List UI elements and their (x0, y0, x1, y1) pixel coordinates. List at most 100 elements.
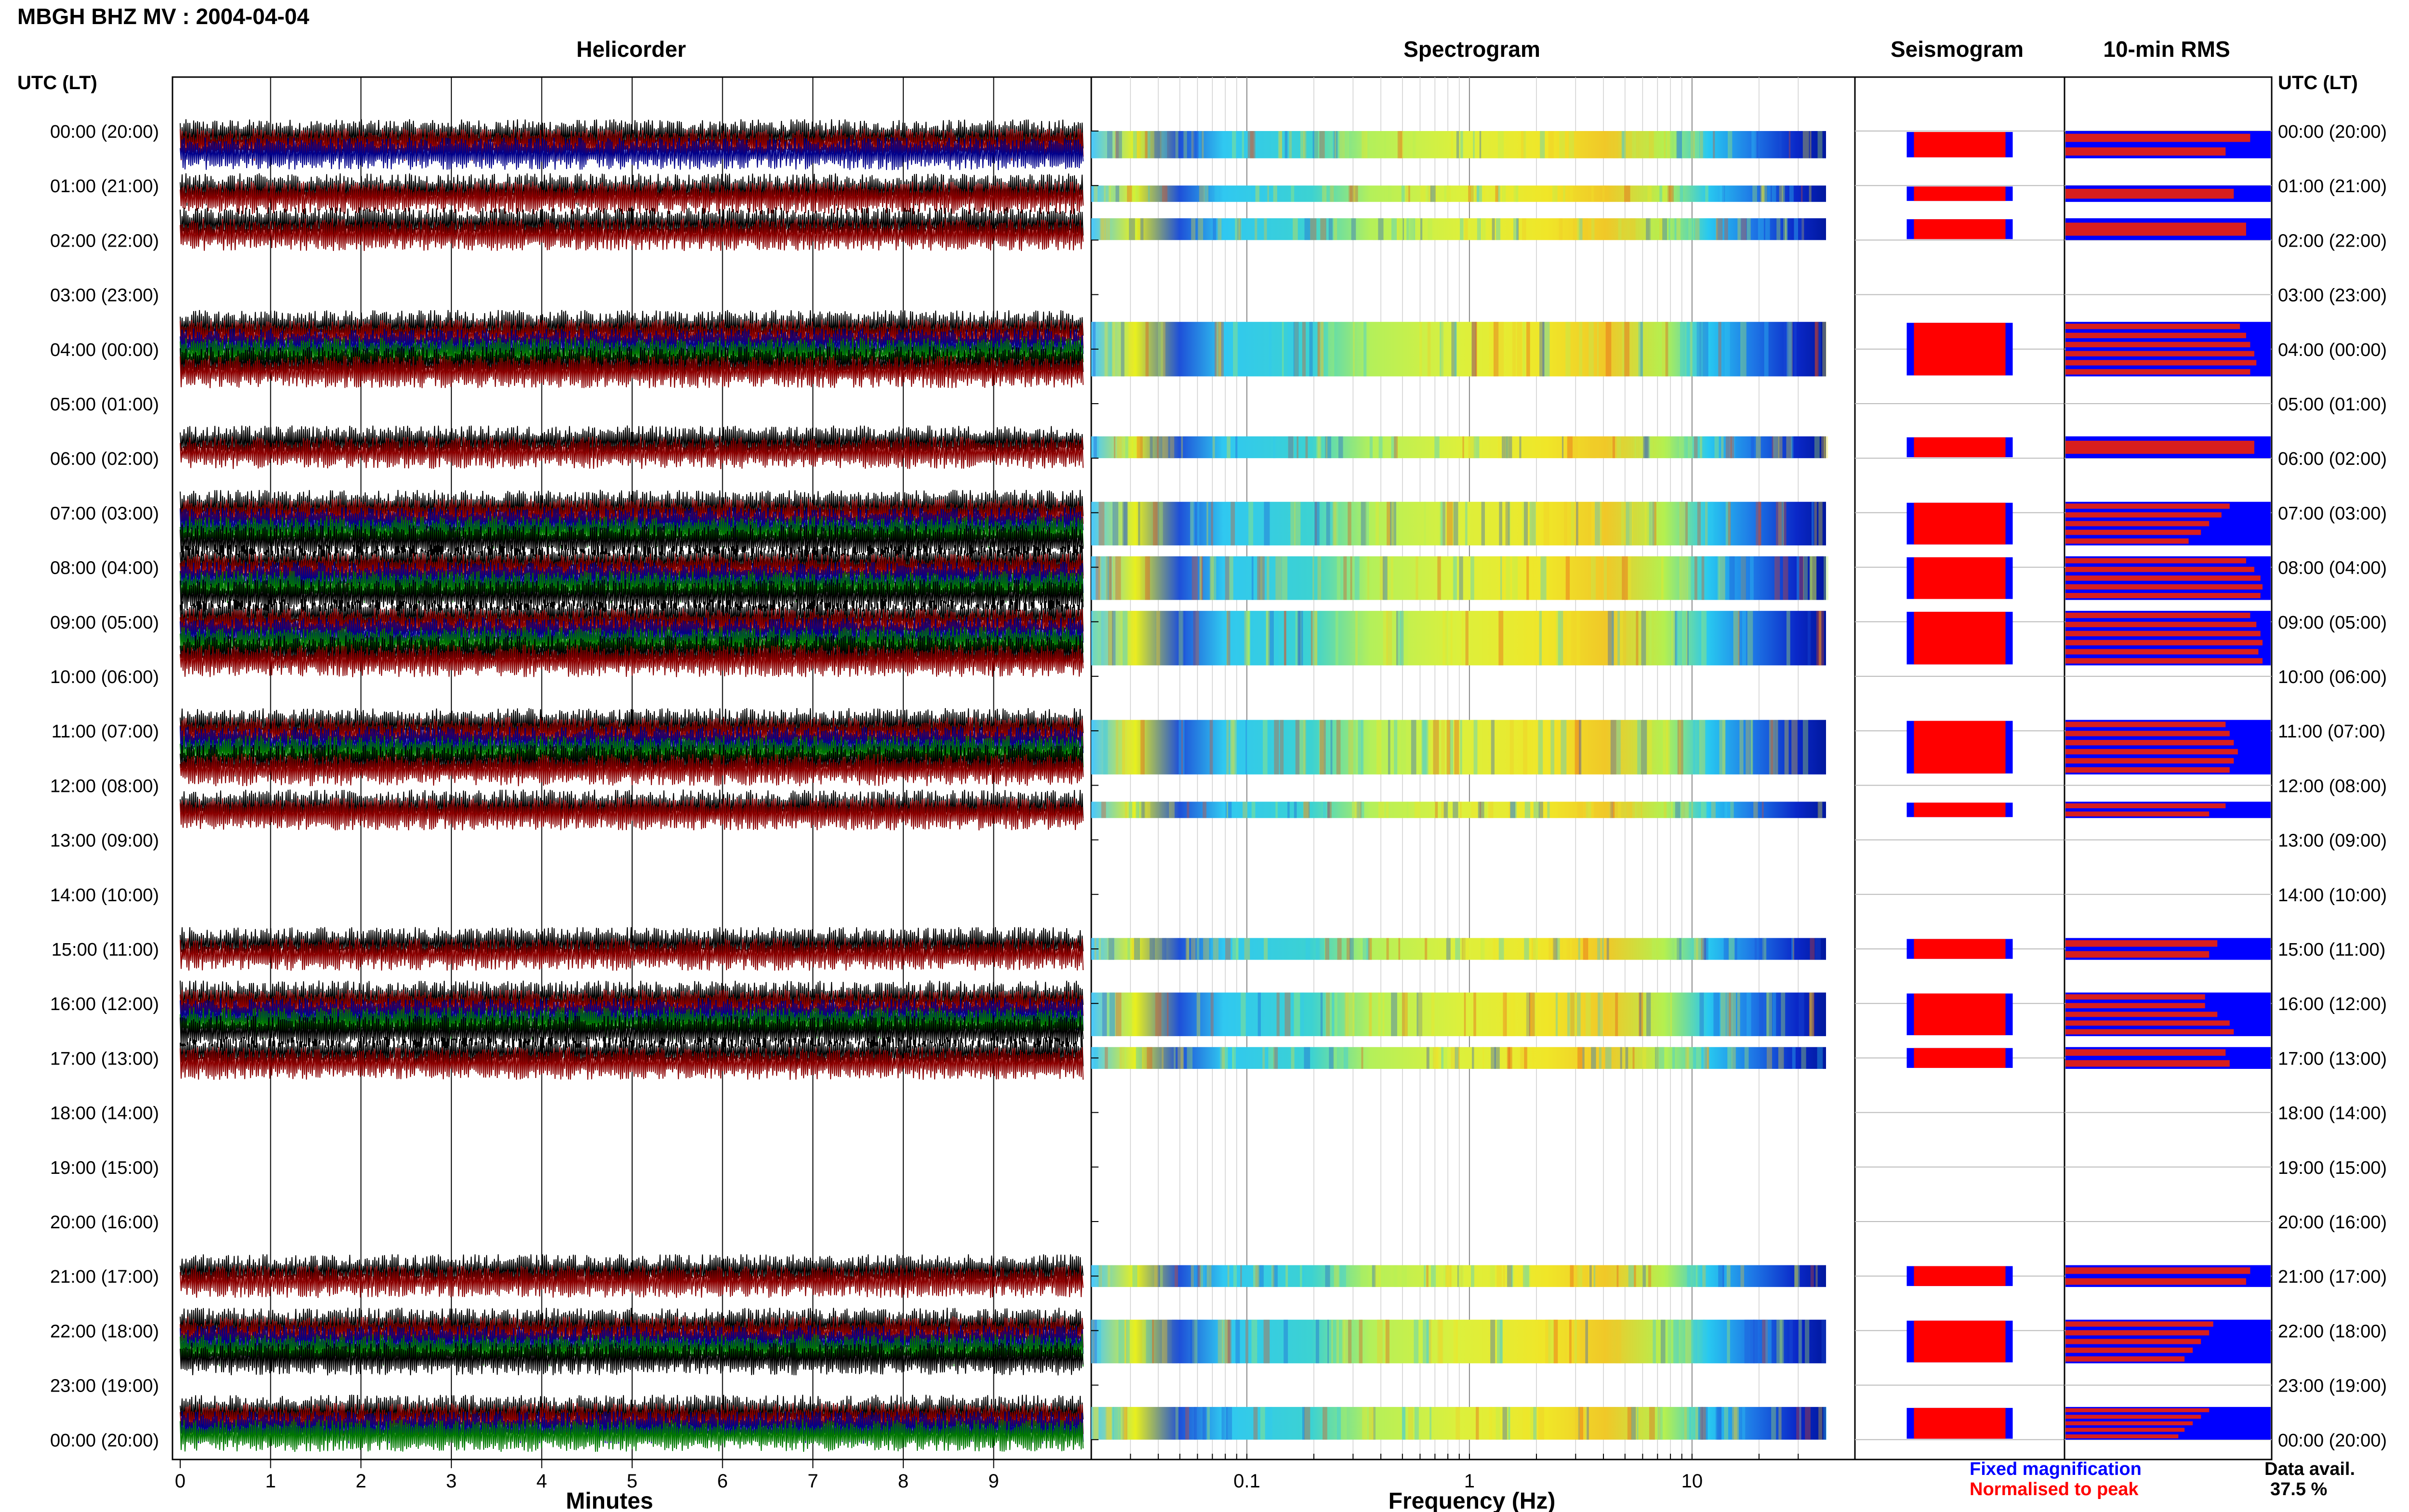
spectrogram-texture (1336, 1319, 1339, 1364)
spectrogram-texture (1107, 992, 1110, 1037)
spectrogram-texture (1124, 501, 1127, 546)
spectrogram-texture (1740, 1265, 1744, 1287)
spectrogram-texture (1288, 436, 1294, 459)
spectrogram-texture (1622, 131, 1626, 158)
spectrogram-texture (1441, 322, 1443, 377)
spectrogram-texture (1459, 802, 1462, 818)
spectrogram-texture (1350, 556, 1352, 600)
spectrogram-texture (1642, 1047, 1646, 1069)
spectrogram-texture (1693, 720, 1695, 775)
spectrogram-texture (1742, 1407, 1746, 1440)
spectrogram-texture (1148, 185, 1150, 202)
spectrogram-texture (1697, 501, 1701, 546)
spectrogram-texture (1681, 802, 1685, 818)
spectrogram-texture (1338, 436, 1343, 459)
spectrogram-texture (1494, 1047, 1500, 1069)
spectrogram-texture (1366, 501, 1372, 546)
spectrogram-texture (1242, 131, 1244, 158)
spectrogram-texture (1733, 611, 1739, 666)
spectrogram-texture (1637, 1407, 1639, 1440)
spectrogram-texture (1718, 556, 1720, 600)
spectrogram-texture (1386, 611, 1392, 666)
spectrogram-texture (1535, 556, 1537, 600)
spectrogram-texture (1273, 436, 1276, 459)
spectrogram-texture (1401, 611, 1404, 666)
spectrogram-texture (1522, 1047, 1526, 1069)
spectrogram-texture (1337, 556, 1340, 600)
spectrogram-texture (1729, 992, 1731, 1037)
spectrogram-texture (1426, 1265, 1429, 1287)
spectrogram-texture (1737, 218, 1741, 240)
spectrogram-texture (1202, 131, 1204, 158)
spectrogram-texture (1323, 1407, 1327, 1440)
spectrogram-texture (1794, 1265, 1800, 1287)
spectrogram-texture (1597, 322, 1599, 377)
spectrogram-texture (1751, 436, 1754, 459)
spectrogram-texture (1586, 992, 1591, 1037)
spectrogram-texture (1136, 802, 1139, 818)
spectrogram-texture (1693, 322, 1699, 377)
seismogram-normalised-envelope (1914, 219, 2006, 239)
seismogram-normalised-envelope (1914, 939, 2006, 959)
spectrogram-texture (1785, 218, 1788, 240)
spectrogram-texture (1169, 802, 1175, 818)
spectrogram-texture (1662, 218, 1668, 240)
spectrogram-texture (1730, 802, 1734, 818)
spectrogram-texture (1275, 802, 1278, 818)
spectrogram-texture (1378, 802, 1385, 818)
rms-bar (2065, 1012, 2218, 1017)
spectrogram-texture (1113, 436, 1115, 459)
spectrogram-texture (1263, 720, 1268, 775)
spectrogram-texture (1668, 1319, 1671, 1364)
spectrogram-texture (1823, 1407, 1827, 1440)
spectrogram-texture (1340, 1265, 1346, 1287)
spectrogram-texture (1772, 185, 1776, 202)
spectrogram-texture (1102, 992, 1107, 1037)
spectrogram-texture (1421, 720, 1427, 775)
spectrogram-texture (1193, 611, 1199, 666)
spectrogram-texture (1132, 1265, 1138, 1287)
hour-label-left: 10:00 (06:00) (50, 667, 159, 687)
spectrogram-texture (1652, 938, 1656, 960)
spectrogram-texture (1170, 436, 1175, 459)
rms-block (2065, 611, 2271, 666)
hour-label-right: 04:00 (00:00) (2278, 340, 2387, 360)
spectrogram-texture (1817, 1047, 1823, 1069)
spectrogram-texture (1304, 1407, 1310, 1440)
spectrogram-block (1091, 556, 1826, 600)
seismogram-normalised-envelope (1914, 557, 2006, 599)
spectrogram-texture (1240, 1265, 1242, 1287)
frequency-tick-label: 10 (1681, 1471, 1703, 1492)
spectrogram-texture (1516, 185, 1519, 202)
spectrogram-texture (1661, 1407, 1666, 1440)
spectrogram-texture (1591, 1047, 1596, 1069)
spectrogram-texture (1325, 218, 1330, 240)
rms-bar (2065, 940, 2218, 947)
spectrogram-texture (1548, 131, 1554, 158)
spectrogram-texture (1414, 802, 1420, 818)
spectrogram-texture (1372, 1407, 1375, 1440)
spectrogram-texture (1460, 131, 1463, 158)
spectrogram-texture (1685, 501, 1688, 546)
spectrogram-texture (1275, 611, 1279, 666)
spectrogram-texture (1701, 1047, 1707, 1069)
spectrogram-texture (1627, 1407, 1631, 1440)
spectrogram-texture (1112, 611, 1116, 666)
spectrogram-texture (1703, 1047, 1708, 1069)
spectrogram-texture (1782, 185, 1785, 202)
spectrogram-texture (1104, 1047, 1108, 1069)
hour-label-right: 23:00 (19:00) (2278, 1376, 2387, 1396)
spectrogram-texture (1291, 1047, 1295, 1069)
spectrogram-texture (1617, 802, 1621, 818)
spectrogram-texture (1756, 436, 1761, 459)
frequency-axis-label: Frequency (Hz) (1389, 1488, 1556, 1512)
spectrogram-texture (1524, 802, 1531, 818)
spectrogram-texture (1620, 322, 1623, 377)
spectrogram-texture (1473, 131, 1475, 158)
spectrogram-texture (1122, 720, 1128, 775)
spectrogram-block (1091, 720, 1826, 775)
helicorder-trace (180, 1047, 1084, 1080)
spectrogram-texture (1540, 556, 1547, 600)
spectrogram-texture (1600, 992, 1603, 1037)
rms-bar (2065, 584, 2263, 590)
